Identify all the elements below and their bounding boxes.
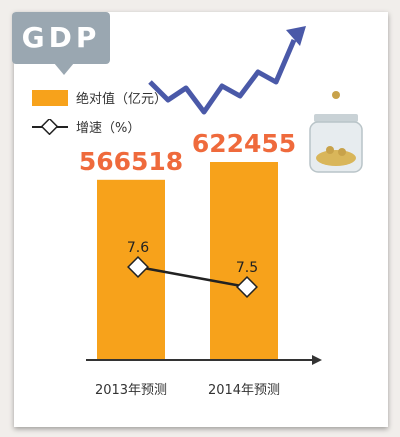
trend-arrow-icon (148, 39, 297, 115)
legend-label-line: 增速（%） (76, 121, 141, 136)
growth-point-1 (127, 256, 149, 278)
trend-arrowhead-icon (286, 26, 306, 46)
bar-value-label-2: 622455 (192, 129, 296, 158)
coin-jar-icon (309, 91, 363, 173)
legend-item-line: 增速（%） (32, 117, 140, 136)
growth-value-label-2: 7.5 (236, 260, 258, 276)
legend-swatch-bar (32, 89, 68, 106)
chart-card (14, 12, 388, 427)
legend-item-bar: 绝对值（亿元） (32, 88, 167, 107)
x-axis-arrowhead-icon (312, 355, 322, 365)
legend-label-bar: 绝对值（亿元） (76, 92, 168, 107)
growth-value-label-1: 7.6 (127, 240, 149, 256)
bar-2 (210, 162, 278, 360)
x-tick-label-2: 2014年预测 (208, 383, 280, 398)
x-tick-label-1: 2013年预测 (95, 383, 167, 398)
chart-title: GDP (12, 12, 110, 75)
legend-marker-line (32, 118, 68, 135)
growth-point-2 (236, 276, 258, 298)
bar-value-label-1: 566518 (79, 147, 183, 176)
growth-line (137, 265, 248, 289)
